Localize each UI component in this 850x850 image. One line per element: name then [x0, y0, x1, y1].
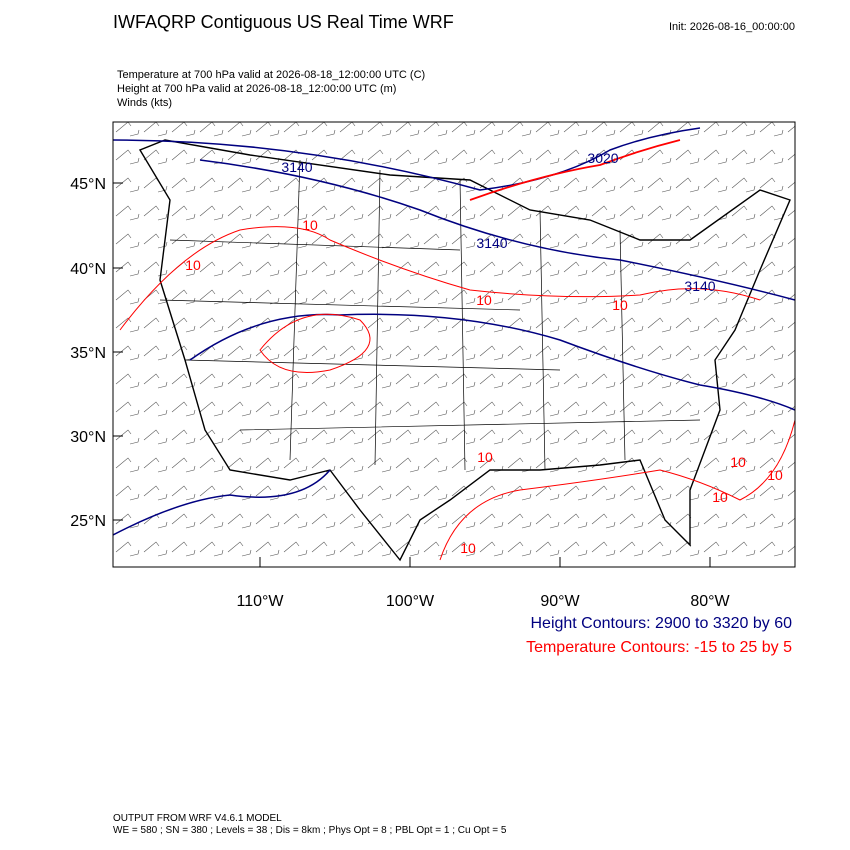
lat-label: 35°N	[70, 345, 106, 362]
field-label: Temperature at 700 hPa valid at 2026-08-…	[117, 69, 425, 81]
lat-label: 40°N	[70, 261, 106, 278]
wind-barbs	[113, 122, 795, 567]
height-contour	[199, 159, 795, 301]
height-contour-label: 3140	[476, 235, 507, 251]
footer-line: OUTPUT FROM WRF V4.6.1 MODEL	[113, 813, 282, 824]
map	[113, 122, 795, 567]
lat-label: 45°N	[70, 176, 106, 193]
height-contour	[189, 313, 795, 411]
temperature-contour-label: 10	[460, 540, 476, 556]
lon-label: 90°W	[540, 593, 580, 610]
lat-label: 30°N	[70, 429, 106, 446]
temperature-contour-label: 10	[476, 292, 492, 308]
height-contour-label: 3140	[684, 278, 715, 294]
temperature-contour	[119, 226, 761, 331]
lon-label: 110°W	[236, 593, 284, 610]
field-label: Winds (kts)	[117, 97, 172, 109]
height-contour	[113, 469, 331, 536]
temperature-contour-label: 10	[767, 467, 783, 483]
init-time: Init: 2026-08-16_00:00:00	[669, 21, 795, 33]
temperature-contour-label: 10	[302, 217, 318, 233]
field-label: Height at 700 hPa valid at 2026-08-18_12…	[117, 83, 396, 95]
temperature-contour	[469, 139, 681, 201]
lat-label: 25°N	[70, 513, 106, 530]
height-contour-label: 3140	[281, 159, 312, 175]
temperature-contour-label: 10	[477, 449, 493, 465]
state-borders	[159, 159, 701, 471]
us-outline	[138, 139, 791, 562]
footer-line: WE = 580 ; SN = 380 ; Levels = 38 ; Dis …	[113, 825, 507, 836]
temperature-contour	[439, 419, 795, 561]
temperature-legend: Temperature Contours: -15 to 25 by 5	[526, 639, 792, 656]
temperature-contour-label: 10	[612, 297, 628, 313]
map-frame	[112, 121, 796, 568]
height-contour	[113, 127, 701, 191]
temperature-contour-label: 10	[712, 489, 728, 505]
height-legend: Height Contours: 2900 to 3320 by 60	[530, 615, 792, 632]
temperature-contour	[259, 313, 371, 373]
lon-label: 80°W	[690, 593, 730, 610]
height-contour-label: 3020	[587, 150, 618, 166]
contour-labels: 3140 3140 3140 3020 10 10 10 10 10 10 10 10 10	[185, 150, 783, 556]
axis-labels: 45°N 40°N 35°N 30°N 25°N 110°W 100°W 90°W 80°W	[70, 176, 730, 610]
temperature-contour-label: 10	[730, 454, 746, 470]
temperature-contour-label: 10	[185, 257, 201, 273]
lon-label: 100°W	[386, 593, 435, 610]
title: IWFAQRP Contiguous US Real Time WRF	[113, 12, 454, 32]
